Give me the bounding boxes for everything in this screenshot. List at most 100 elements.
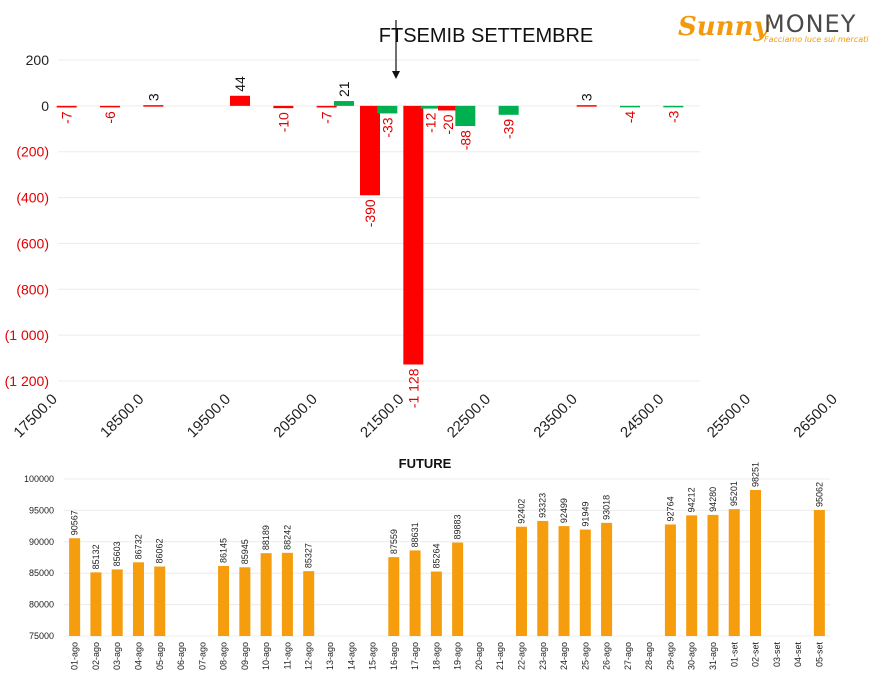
- chart2-bar: [601, 522, 613, 636]
- chart1-data-label: 21: [336, 81, 352, 97]
- chart2-bar: [409, 550, 421, 636]
- chart2-xtick-label: 05-set: [814, 642, 824, 668]
- chart2-xtick-label: 13-ago: [325, 642, 335, 670]
- chart2-title: FUTURE: [399, 456, 452, 471]
- chart1-bar: [377, 105, 398, 114]
- chart2-ytick-label: 90000: [29, 537, 54, 547]
- chart2-bar: [579, 529, 591, 636]
- chart1-bar: [273, 105, 294, 109]
- chart2-bar: [111, 569, 123, 636]
- chart2-xtick-label: 20-ago: [474, 642, 484, 670]
- chart2-bar: [132, 562, 144, 636]
- chart2-xtick-label: 28-ago: [644, 642, 654, 670]
- chart2-xtick-label: 15-ago: [368, 642, 378, 670]
- chart2-xtick-label: 29-ago: [665, 642, 675, 670]
- chart2-data-label: 94212: [687, 487, 697, 512]
- chart2-xtick-label: 05-ago: [155, 642, 165, 670]
- chart2-xtick-label: 02-ago: [91, 642, 101, 670]
- chart1-data-label: 3: [145, 93, 161, 101]
- chart2-bar: [154, 566, 166, 636]
- chart2-data-label: 85264: [431, 544, 441, 569]
- chart2-data-label: 88631: [410, 522, 420, 547]
- chart1-data-label: -20: [440, 114, 456, 134]
- chart2-xtick-label: 16-ago: [389, 642, 399, 670]
- chart2-xtick-label: 10-ago: [261, 642, 271, 670]
- chart2-bar: [515, 526, 527, 636]
- chart1-data-label: -39: [501, 119, 517, 139]
- chart1-xtick-label: 22500.0: [444, 391, 494, 441]
- chart2-xtick-label: 07-ago: [197, 642, 207, 670]
- chart1-data-label: 44: [232, 76, 248, 92]
- chart2-xtick-label: 23-ago: [538, 642, 548, 670]
- chart2-xtick-label: 18-ago: [431, 642, 441, 670]
- chart2-xtick-label: 14-ago: [346, 642, 356, 670]
- chart1-xtick-label: 25500.0: [704, 391, 754, 441]
- logo-money-text: MONEY: [764, 10, 857, 38]
- chart1-xtick-label: 20500.0: [270, 391, 320, 441]
- chart2-data-label: 93323: [538, 493, 548, 518]
- chart2-data-label: 93018: [602, 495, 612, 520]
- chart2-xtick-label: 22-ago: [516, 642, 526, 670]
- chart1-xtick-label: 23500.0: [530, 391, 580, 441]
- chart1-bar: [620, 105, 640, 108]
- chart2-data-label: 92764: [665, 496, 675, 521]
- chart1-data-label: -88: [457, 130, 473, 150]
- chart2-data-label: 98251: [751, 462, 761, 487]
- chart1-title: FTSEMIB SETTEMBRE: [379, 25, 593, 47]
- chart1-data-label: -4: [622, 111, 638, 124]
- chart2-xtick-label: 01-set: [729, 642, 739, 668]
- chart1-data-label: -3: [665, 110, 681, 123]
- chart2-data-label: 94280: [708, 487, 718, 512]
- chart2-data-label: 95201: [729, 481, 739, 506]
- chart1-ytick-label: (1 200): [5, 373, 49, 389]
- chart1-ytick-label: 0: [41, 98, 49, 114]
- chart1-data-label: -33: [379, 117, 395, 137]
- chart1-ytick-label: (600): [16, 235, 49, 251]
- chart2-data-label: 88242: [282, 525, 292, 550]
- chart2-bar: [388, 557, 400, 636]
- chart2-xtick-label: 25-ago: [580, 642, 590, 670]
- chart1-data-label: 3: [579, 93, 595, 101]
- chart2-data-label: 85603: [112, 541, 122, 566]
- chart2-ytick-label: 85000: [29, 568, 54, 578]
- chart2-bar: [707, 514, 719, 636]
- chart1-ytick-label: 200: [26, 52, 50, 68]
- chart1-bar: [420, 105, 441, 109]
- chart2-bar: [813, 510, 825, 636]
- chart2-xtick-label: 26-ago: [602, 642, 612, 670]
- chart2-data-label: 90567: [70, 510, 80, 535]
- chart2-data-label: 85945: [240, 539, 250, 564]
- chart1-bar: [100, 105, 120, 108]
- chart2-xtick-label: 09-ago: [240, 642, 250, 670]
- chart2-bar: [686, 515, 698, 636]
- chart1-bar: [498, 105, 519, 115]
- chart2-data-label: 95062: [814, 482, 824, 507]
- chart2-data-label: 88189: [261, 525, 271, 550]
- chart1-xtick-label: 21500.0: [357, 391, 407, 441]
- chart1-xtick-label: 17500.0: [10, 391, 60, 441]
- brand-logo: Sunny MONEY Facciamo luce sui mercati: [678, 8, 873, 48]
- chart2-xtick-label: 27-ago: [623, 642, 633, 670]
- chart2-xtick-label: 02-set: [751, 642, 761, 668]
- chart1-bar: [576, 105, 597, 107]
- chart1-xtick-label: 19500.0: [184, 391, 234, 441]
- chart2-ytick-label: 80000: [29, 600, 54, 610]
- chart2-data-label: 86145: [219, 538, 229, 563]
- chart2-xtick-label: 21-ago: [495, 642, 505, 670]
- chart2-xtick-label: 31-ago: [708, 642, 718, 670]
- chart2-xtick-label: 30-ago: [687, 642, 697, 670]
- chart1-xtick-label: 24500.0: [617, 391, 667, 441]
- chart1-bar: [455, 105, 476, 127]
- chart2-bar: [750, 489, 762, 636]
- chart1-data-label: -7: [59, 111, 75, 124]
- chart2-ytick-label: 75000: [29, 631, 54, 641]
- chart2-bar: [664, 524, 676, 636]
- chart1-marker-arrowhead: [392, 71, 400, 79]
- chart2-bar: [537, 520, 549, 636]
- chart1-data-label: -12: [423, 112, 439, 132]
- chart2-xtick-label: 01-ago: [70, 642, 80, 670]
- chart1-xtick-label: 26500.0: [790, 391, 840, 441]
- chart2-bar: [218, 566, 230, 636]
- chart1-bar: [438, 105, 458, 111]
